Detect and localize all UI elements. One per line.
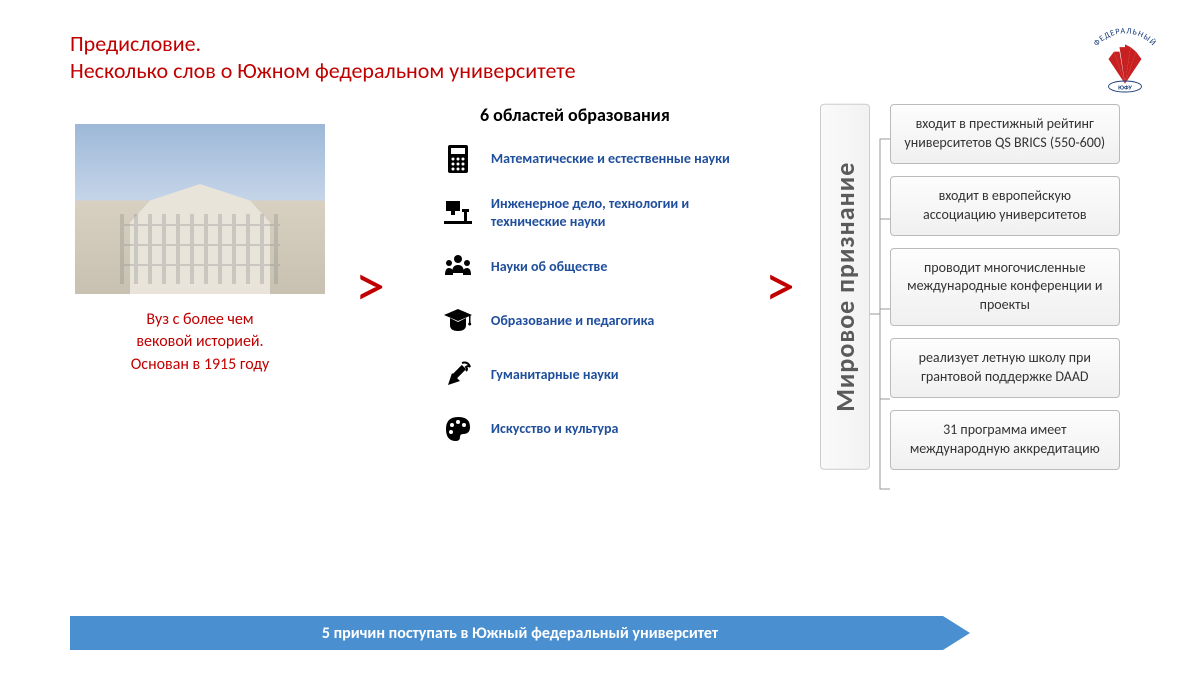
field-row: Искусство и культура: [410, 411, 740, 447]
slide: Предисловие. Несколько слов о Южном феде…: [0, 0, 1200, 675]
engineering-icon: [440, 195, 476, 231]
logo-rays-icon: [1109, 44, 1142, 83]
people-icon: [440, 249, 476, 285]
left-column: Вуз с более чем вековой историей. Основа…: [70, 104, 330, 376]
footer-banner: 5 причин поступать в Южный федеральный у…: [70, 616, 970, 650]
fields-title: 6 областей образования: [410, 104, 740, 126]
field-label: Математические и естественные науки: [491, 150, 730, 168]
title-line-1: Предисловие.: [70, 30, 1130, 57]
field-label: Образование и педагогика: [491, 312, 654, 330]
field-row: Образование и педагогика: [410, 303, 740, 339]
building-image: [75, 124, 325, 294]
recognition-box: реализует летную школу при грантовой под…: [890, 338, 1120, 398]
field-label: Инженерное дело, технологии и технически…: [491, 195, 740, 231]
right-block: Мировое признание входит в престижный ре…: [820, 104, 1120, 470]
title-line-2: Несколько слов о Южном федеральном униве…: [70, 57, 1130, 84]
field-row: Математические и естественные науки: [410, 141, 740, 177]
recognition-boxes: входит в престижный рейтинг университето…: [890, 104, 1120, 470]
content-row: Вуз с более чем вековой историей. Основа…: [70, 104, 1130, 470]
university-logo: ФЕДЕРАЛЬНЫЙ ЮФУ: [1070, 15, 1180, 125]
middle-column: 6 областей образования Математические и …: [410, 104, 740, 465]
building-caption: Вуз с более чем вековой историей. Основа…: [70, 309, 330, 376]
graduate-icon: [440, 303, 476, 339]
vertical-label: Мировое признание: [820, 104, 870, 470]
field-row: Науки об обществе: [410, 249, 740, 285]
caption-l1: Вуз с более чем: [70, 309, 330, 331]
field-label: Науки об обществе: [491, 258, 607, 276]
field-label: Гуманитарные науки: [491, 366, 619, 384]
footer-text: 5 причин поступать в Южный федеральный у…: [322, 624, 718, 643]
pen-icon: [440, 357, 476, 393]
field-label: Искусство и культура: [491, 420, 619, 438]
recognition-box: 31 программа имеет международную аккреди…: [890, 410, 1120, 470]
title-block: Предисловие. Несколько слов о Южном феде…: [70, 30, 1130, 84]
calculator-icon: [440, 141, 476, 177]
logo-center-text: ЮФУ: [1118, 83, 1132, 91]
caption-l2: вековой историей.: [70, 331, 330, 353]
recognition-box: проводит многочисленные международные ко…: [890, 248, 1120, 327]
field-row: Гуманитарные науки: [410, 357, 740, 393]
bracket-connector: [870, 104, 890, 470]
arrow-2: >: [760, 257, 800, 317]
palette-icon: [440, 411, 476, 447]
arrow-1: >: [350, 257, 390, 317]
recognition-box: входит в европейскую ассоциацию универси…: [890, 176, 1120, 236]
field-row: Инженерное дело, технологии и технически…: [410, 195, 740, 231]
caption-l3: Основан в 1915 году: [70, 354, 330, 376]
